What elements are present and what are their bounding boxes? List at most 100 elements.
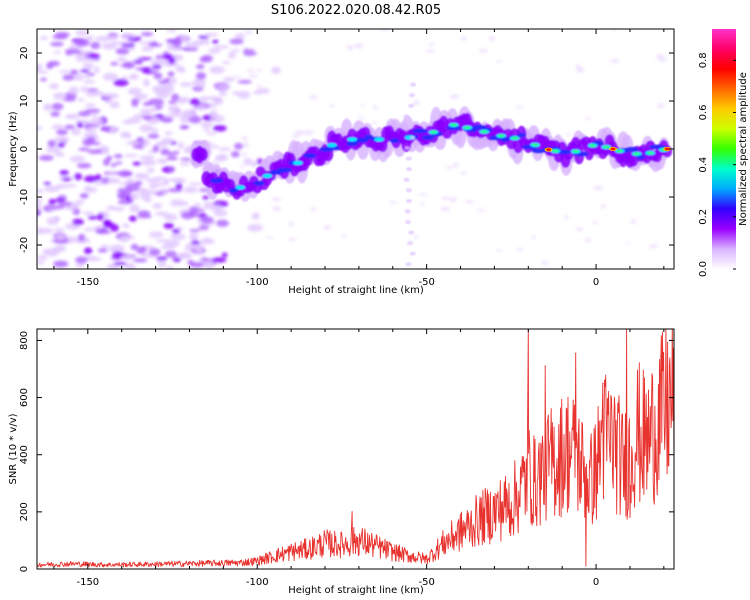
noise-blob <box>113 154 123 159</box>
noise-blob <box>122 61 135 69</box>
noise-blob <box>130 73 138 78</box>
noise-blob <box>169 199 186 207</box>
noise-blob <box>167 104 180 113</box>
ridge-hotspot <box>589 144 596 147</box>
noise-blob <box>441 196 450 201</box>
snr-y-label: SNR (10 * v/v) <box>8 413 19 484</box>
noise-blob <box>133 60 144 64</box>
ridge-hotspot <box>616 149 623 153</box>
noise-blob <box>180 36 188 42</box>
colorbar-tick-label: 0.2 <box>698 209 709 225</box>
noise-blob <box>489 35 496 41</box>
snr-x-tick-label: 0 <box>593 577 599 588</box>
noise-blob <box>93 225 105 230</box>
noise-blob <box>57 142 65 148</box>
noise-blob <box>95 35 110 42</box>
ridge-blue <box>471 124 487 130</box>
noise-blob <box>476 208 486 212</box>
noise-blob <box>449 94 460 99</box>
noise-blob <box>198 259 206 263</box>
noise-blob <box>74 173 83 181</box>
noise-blob <box>80 50 91 56</box>
noise-blob <box>64 124 76 130</box>
noise-blob <box>110 61 119 66</box>
noise-blob <box>75 39 90 47</box>
noise-blob <box>158 80 168 85</box>
noise-blob <box>37 261 46 265</box>
ridge-hotspot <box>532 143 539 147</box>
noise-blob <box>188 115 202 124</box>
streak-blob <box>407 241 414 246</box>
noise-blob <box>234 33 246 40</box>
noise-blob <box>170 233 186 241</box>
spectrogram-y-ticks: 20 10 0 -10 -20 <box>19 47 674 253</box>
noise-blob <box>230 48 241 53</box>
noise-blob <box>54 198 66 203</box>
snr-x-tick-label: -100 <box>246 577 269 588</box>
ridge-hotspot <box>450 123 457 127</box>
noise-blob <box>155 191 164 196</box>
noise-blob <box>198 224 210 231</box>
ridge-hotspot <box>603 145 610 149</box>
noise-blob <box>87 215 98 220</box>
noise-blob <box>57 201 72 207</box>
snr-y-tick-label: 0 <box>19 566 30 572</box>
noise-blob <box>52 34 68 40</box>
noise-blob <box>84 108 101 113</box>
noise-blob <box>444 166 454 169</box>
noise-blob <box>62 177 72 182</box>
noise-blob <box>154 182 169 187</box>
noise-blob <box>449 197 457 203</box>
colorbar-tick-label: 0.4 <box>698 157 709 173</box>
streak-blob <box>405 219 412 224</box>
noise-blob <box>109 101 120 109</box>
noise-blob <box>148 248 161 256</box>
colorbar-tick-label: 0.8 <box>698 52 709 68</box>
noise-blob <box>122 34 137 39</box>
noise-blob <box>137 210 151 216</box>
noise-blob <box>583 117 592 120</box>
spectrogram-y-label: Frequency (Hz) <box>8 111 19 187</box>
noise-blob <box>147 133 160 139</box>
noise-blob <box>179 162 191 166</box>
noise-blob <box>420 202 425 207</box>
noise-blob <box>440 206 451 212</box>
noise-blob <box>65 115 80 120</box>
noise-blob <box>232 91 243 96</box>
spectrogram-x-label: Height of straight line (km) <box>288 285 424 296</box>
noise-blob <box>125 178 136 185</box>
noise-blob <box>206 96 219 100</box>
noise-blob <box>171 39 182 48</box>
noise-blob <box>413 100 420 106</box>
noise-blob <box>136 247 147 254</box>
noise-blob <box>102 221 114 228</box>
ridge-blue <box>303 153 316 159</box>
noise-blob <box>218 91 228 96</box>
noise-blob <box>76 162 92 169</box>
noise-blob <box>213 45 230 49</box>
ridge-hotspot <box>481 130 488 134</box>
snr-frame <box>36 328 675 570</box>
noise-blob <box>233 142 244 150</box>
noise-blob <box>77 97 85 102</box>
noise-blob <box>39 77 48 82</box>
noise-blob <box>107 177 121 184</box>
streak-blob <box>408 103 415 108</box>
noise-blob <box>167 71 175 77</box>
streak-blob <box>404 209 411 214</box>
noise-blob <box>51 102 64 111</box>
streak-blob <box>405 198 412 203</box>
noise-blob <box>74 73 84 81</box>
spectrogram-x-tick-label: -100 <box>246 277 269 288</box>
snr-x-tick-label: -150 <box>76 577 99 588</box>
noise-blob <box>172 228 180 235</box>
noise-blob <box>86 35 94 42</box>
noise-blob <box>90 117 104 125</box>
noise-blob <box>271 197 282 202</box>
noise-blob <box>175 65 185 73</box>
noise-blob <box>115 47 130 55</box>
noise-blob <box>173 177 187 184</box>
ridge-hotspot <box>347 137 358 142</box>
noise-blob <box>121 41 134 45</box>
